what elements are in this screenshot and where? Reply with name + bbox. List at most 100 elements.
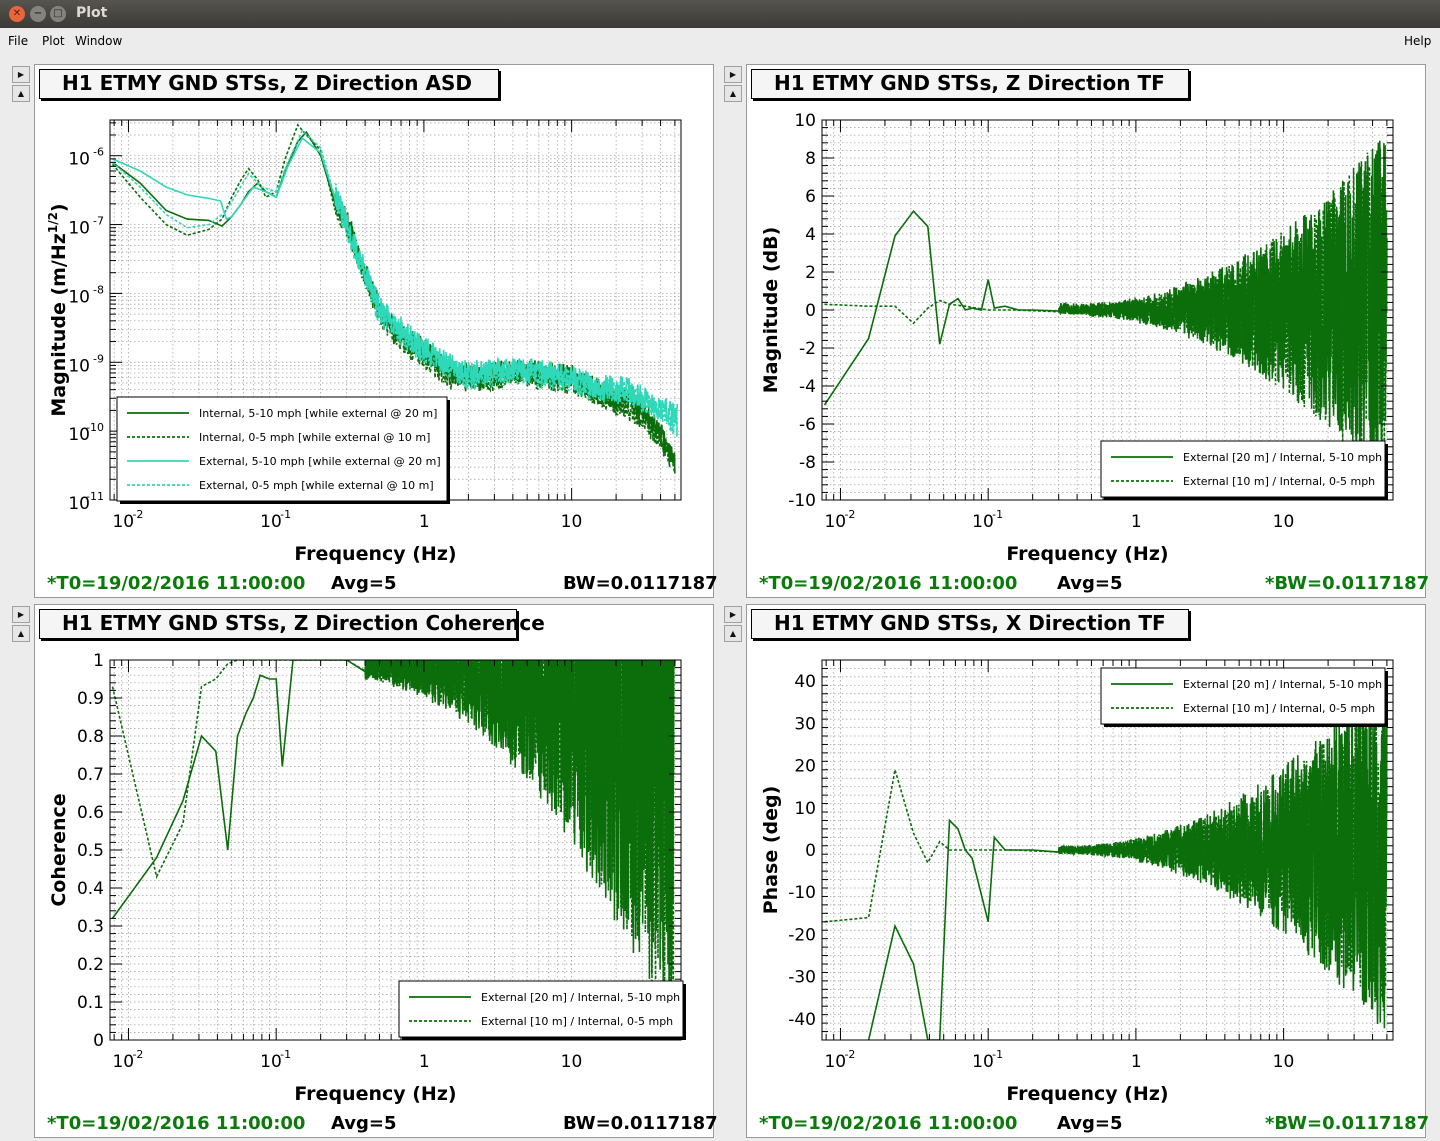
panel-z-coherence: H1 ETMY GND STSs, Z Direction Coherence …	[34, 604, 718, 1139]
up-arrow-icon[interactable]: ▲	[12, 625, 30, 642]
y-tick-exponent: -10	[86, 421, 104, 434]
y-tick-label: 0.4	[77, 879, 104, 899]
panel-1-side-buttons: ▶ ▲	[12, 66, 32, 104]
y-tick-labels: -40 -30 -20 -10 0 10 20 30 40	[788, 672, 816, 1030]
y-tick-label: 6	[805, 187, 816, 207]
legend: External [20 m] / Internal, 5-10 mph Exte…	[1100, 667, 1388, 727]
panel-title: H1 ETMY GND STSs, Z Direction ASD	[39, 69, 499, 99]
next-arrow-icon[interactable]: ▶	[12, 66, 30, 83]
y-tick-label: 10	[68, 287, 90, 307]
next-arrow-icon[interactable]: ▶	[724, 66, 742, 83]
y-axis-label: Magnitude (dB)	[760, 227, 782, 394]
legend-entry: External [10 m] / Internal, 0-5 mph	[481, 1015, 673, 1028]
y-tick-exponent: -7	[93, 215, 104, 228]
series-group	[111, 123, 679, 474]
window-title: Plot	[76, 5, 108, 21]
y-tick-label: 0	[805, 841, 816, 861]
menu-plot[interactable]: Plot	[42, 34, 65, 48]
legend-entry: Internal, 0-5 mph [while external @ 10 m…	[199, 431, 430, 444]
x-tick-labels: 10-2 10-1 1 10	[824, 1048, 1294, 1072]
legend-entry: External, 0-5 mph [while external @ 10 m…	[199, 479, 434, 492]
legend-entry: External [20 m] / Internal, 5-10 mph	[1183, 451, 1382, 464]
x-tick-label: 10	[824, 1052, 846, 1072]
x-tick-label: 10	[260, 1052, 282, 1072]
legend-box	[1100, 440, 1386, 498]
x-tick-label: 10	[561, 512, 583, 532]
bw-label: BW=0.0117187	[563, 573, 718, 594]
y-tick-label: 0.6	[77, 803, 104, 823]
y-tick-label: -10	[788, 491, 816, 511]
bw-label: *BW=0.0117187	[1265, 1113, 1430, 1134]
x-tick-labels: 10-2 10-1 1 10	[112, 1048, 582, 1072]
t0-label: *T0=19/02/2016 11:00:00	[759, 573, 1018, 594]
series-line-2	[824, 148, 1388, 475]
up-arrow-icon[interactable]: ▲	[12, 85, 30, 102]
y-tick-label: 0.1	[77, 993, 104, 1013]
x-tick-label: 1	[1131, 512, 1142, 532]
y-tick-label: 0	[93, 1031, 104, 1051]
x-tick-label: 10	[972, 512, 994, 532]
y-ticks	[822, 659, 1393, 1041]
window-titlebar: ✕ − □ Plot	[0, 0, 1440, 28]
series-group	[823, 140, 1388, 475]
legend-entry: External [10 m] / Internal, 0-5 mph	[1183, 475, 1375, 488]
y-ticks	[822, 119, 1393, 501]
series-group	[824, 680, 1388, 1040]
maximize-window-button[interactable]: □	[50, 6, 66, 22]
minimize-window-button[interactable]: −	[30, 6, 46, 22]
next-arrow-icon[interactable]: ▶	[724, 606, 742, 623]
series-line-2	[111, 123, 676, 473]
panel-title: H1 ETMY GND STSs, Z Direction TF	[751, 69, 1189, 99]
y-tick-label: 10	[68, 219, 90, 239]
x-tick-exponent: -2	[132, 508, 143, 521]
grid-lines	[110, 659, 681, 1041]
y-tick-label: 0.5	[77, 841, 104, 861]
plot-frame	[821, 659, 1394, 1041]
series-group	[111, 660, 676, 1020]
y-tick-label: 8	[805, 149, 816, 169]
x-tick-label: 10	[561, 1052, 583, 1072]
y-tick-label: 0.8	[77, 727, 104, 747]
y-tick-label: 10	[68, 494, 90, 514]
tf-phase-chart[interactable]: 10-2 10-1 1 10-40-30-20-10010203040Frequenc…	[747, 605, 1427, 1139]
menu-help[interactable]: Help	[1404, 34, 1432, 48]
panel-2-side-buttons: ▶ ▲	[724, 66, 744, 104]
x-tick-exponent: -2	[844, 1048, 855, 1061]
menubar: File Plot Window Help	[0, 28, 1440, 54]
y-tick-label: 0	[805, 301, 816, 321]
y-axis-label: Coherence	[48, 793, 70, 906]
next-arrow-icon[interactable]: ▶	[12, 606, 30, 623]
avg-label: Avg=5	[331, 1113, 397, 1134]
y-tick-label: 0.9	[77, 689, 104, 709]
bw-label: *BW=0.0117187	[1265, 573, 1430, 594]
y-tick-label: -40	[788, 1010, 816, 1030]
series-line-1	[867, 680, 1388, 1040]
series-line-2	[824, 708, 1388, 1011]
y-tick-label: 0.7	[77, 765, 104, 785]
y-axis-label: Phase (deg)	[760, 786, 782, 915]
panel-4-side-buttons: ▶ ▲	[724, 606, 744, 644]
y-tick-label: 0.3	[77, 917, 104, 937]
x-axis-label: Frequency (Hz)	[1006, 543, 1168, 565]
x-tick-exponent: -2	[844, 508, 855, 521]
legend-box	[116, 396, 448, 502]
panel-3-side-buttons: ▶ ▲	[12, 606, 32, 644]
y-ticks	[110, 122, 122, 501]
menu-file[interactable]: File	[8, 34, 29, 48]
avg-label: Avg=5	[1057, 573, 1123, 594]
y-tick-exponent: -6	[93, 146, 104, 159]
up-arrow-icon[interactable]: ▲	[724, 85, 742, 102]
close-window-button[interactable]: ✕	[9, 6, 25, 22]
legend-entry: External [20 m] / Internal, 5-10 mph	[481, 991, 680, 1004]
y-axis-label: Magnitude (m/Hz1/2)	[46, 203, 70, 416]
coherence-chart[interactable]: 10-2 10-1 1 1000.10.20.30.40.50.60.70.80.91…	[35, 605, 715, 1139]
menu-window[interactable]: Window	[75, 34, 123, 48]
legend-entry: External [20 m] / Internal, 5-10 mph	[1183, 678, 1382, 691]
y-axis-label-exponent: 1/2	[46, 212, 60, 233]
up-arrow-icon[interactable]: ▲	[724, 625, 742, 642]
series-line-3	[112, 136, 679, 425]
y-tick-label: -30	[788, 968, 816, 988]
y-tick-label: 4	[805, 225, 816, 245]
